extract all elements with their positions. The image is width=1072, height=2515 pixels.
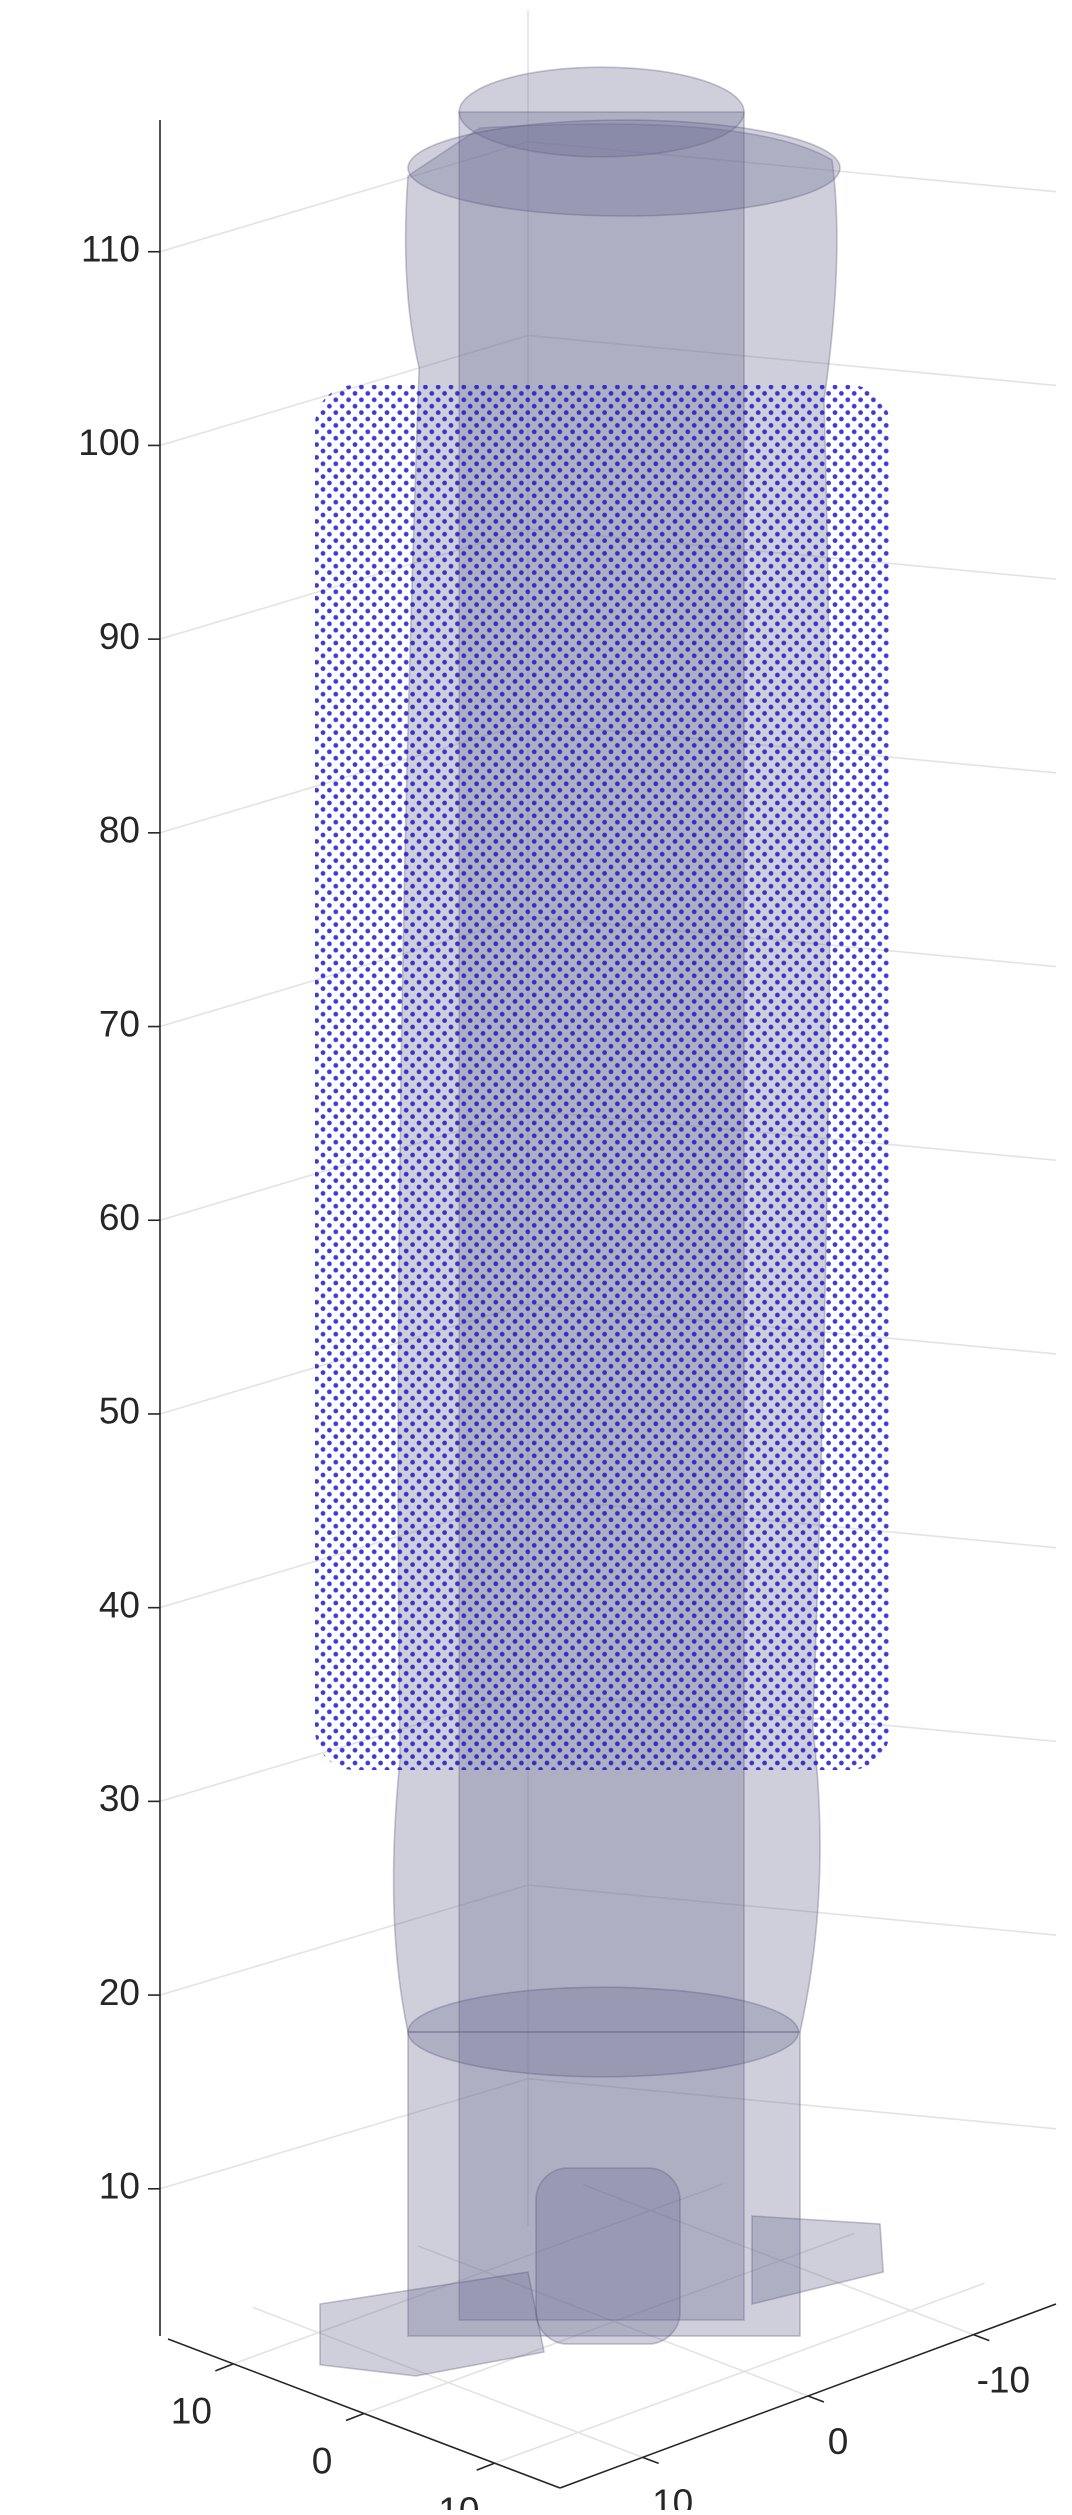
grid-line	[527, 140, 1057, 193]
grid-line	[417, 2245, 809, 2397]
z-tick-label: 30	[99, 1778, 140, 1819]
tick-mark	[215, 2363, 234, 2372]
base-ring	[407, 1986, 800, 2078]
grid-line	[159, 2078, 529, 2190]
tick-mark	[345, 2412, 365, 2422]
flange-right	[751, 2215, 885, 2306]
x-tick-label: 0	[312, 2440, 333, 2481]
z-tick-label: 100	[78, 422, 140, 463]
z-tick-label: 20	[99, 1972, 140, 2013]
tick-mark	[642, 2456, 659, 2465]
grid-line	[527, 334, 1057, 387]
tick-mark	[807, 2395, 825, 2403]
base-boss	[535, 2167, 681, 2345]
grid-line	[583, 2183, 974, 2336]
grid-line	[527, 2077, 1057, 2130]
z-tick-label: 50	[99, 1391, 140, 1432]
grid-line	[494, 2282, 985, 2464]
x-tick-label: 10	[171, 2391, 212, 2432]
tick-mark	[476, 2462, 495, 2471]
grid-line	[159, 140, 529, 253]
top-cap	[458, 66, 745, 158]
tick-mark	[973, 2333, 990, 2342]
z-tick-label: 10	[99, 2166, 140, 2207]
base-housing	[407, 2031, 801, 2337]
grid-line	[527, 1884, 1057, 1936]
y-tick-label: -10	[977, 2359, 1030, 2400]
grid-line	[233, 2183, 724, 2365]
point-cloud	[315, 385, 890, 1770]
z-tick-label: 40	[99, 1584, 140, 1625]
flange-left	[319, 2271, 545, 2377]
z-tick-label: 60	[99, 1197, 140, 1238]
shell-top	[407, 119, 841, 217]
z-tick-label: 90	[99, 616, 140, 657]
grid-line	[363, 2232, 855, 2415]
y-tick-label: 0	[828, 2421, 849, 2462]
z-tick-label: 110	[81, 229, 140, 270]
y-tick-label: 10	[652, 2482, 693, 2510]
z-tick-label: 80	[99, 810, 140, 851]
z-tick-label: 70	[99, 1003, 140, 1044]
grid-line	[252, 2306, 643, 2459]
grid-line	[159, 1884, 529, 1996]
x-tick-label: -10	[426, 2490, 479, 2510]
